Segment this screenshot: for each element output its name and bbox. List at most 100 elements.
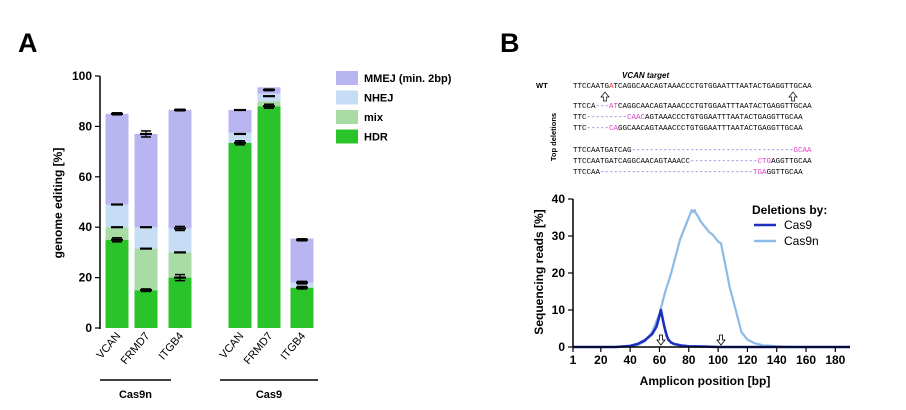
line-y-tick-label: 20 [552,266,566,280]
wt-label: WT [536,81,548,90]
bar-x-label: VCAN [217,330,246,361]
deletion-seq-post: GGTTGCAA [767,169,804,177]
deletion-dashes: --- [596,103,610,111]
group-label: Cas9n [119,389,152,401]
legend-label-hdr: HDR [364,132,388,144]
wt-sequence: TTCCAATGATCAGGCAACAGTAAACCCTGTGGAATTTAAT… [573,83,812,91]
panel-a-label: A [18,28,38,58]
deletion-seq-mut: AT [609,103,619,111]
legend-label-cas9: Cas9 [784,218,812,232]
bar-segment-hdr [290,287,314,328]
bar-segment-mmej [134,133,158,228]
line-y-axis-label: Sequencing reads [%] [532,209,546,334]
deletion-seq-pre: TTC [573,125,587,133]
legend-label-nhej: NHEJ [364,93,393,105]
deletion-seq-post: CAGGCAACAGTAAACCCTGTGGAATTTAATACTGAGGTTG… [618,103,812,111]
deletion-dashes: --------- [587,114,628,122]
line-x-tick-label: 160 [796,353,816,367]
line-x-tick-label: 1 [570,353,577,367]
bar-legend: MMEJ (min. 2bp) NHEJ mix HDR [336,71,452,144]
deletion-rows: TTCCA---ATCAGGCAACAGTAAACCCTGTGGAATTTAAT… [573,103,812,177]
deletion-seq-mut: CTG [758,158,772,166]
bar-y-axis-label: genome editing [%] [51,148,65,259]
deletion-seq-post: AGGTTGCAA [771,158,812,166]
line-x-tick-label: 140 [767,353,787,367]
sequence-title: VCAN target [622,71,669,80]
bar-y-tick-label: 40 [79,220,93,234]
bar-group-labels: Cas9n Cas9 [100,379,318,401]
deletion-dashes: ----- [587,125,610,133]
bar-segment-mix [134,248,158,291]
bar-plot-area [105,87,314,329]
cut-site-arrow-1 [600,91,610,102]
bar-segment-hdr [228,142,252,328]
bar-y-tick-label: 100 [72,69,92,83]
legend-swatch-mix [336,110,358,124]
bar-segment-nhej [168,228,192,253]
deletion-row: TTCCAATGATCAG---------------------------… [573,147,812,155]
series-line-cas9 [573,308,850,349]
deletion-seq-mut: TGA [753,169,767,177]
deletion-row: TTC---------CAACAGTAAACCCTGTGGAATTTAATAC… [573,114,803,122]
line-x-tick-label: 100 [708,353,728,367]
legend-label-mix: mix [364,112,384,124]
deletion-dashes: --------------- [690,158,758,166]
legend-swatch-mmej [336,71,358,85]
deletion-seq-post: AGTAAACCCTGTGGAATTTAATACTGAGGTTGCAA [645,114,803,122]
bar-x-label: ITGB4 [157,330,187,362]
deletion-seq-post: GGCAACAGTAAACCCTGTGGAATTTAATACTGAGGTTGCA… [618,125,803,133]
line-x-tick-label: 80 [682,353,696,367]
cut-position-arrow [656,334,666,346]
deletion-seq-mut: CAAC [627,114,646,122]
line-x-axis-label: Amplicon position [bp] [640,374,771,388]
deletion-dashes: ---------------------------------- [600,169,753,177]
cut-position-arrow [716,334,726,346]
sequence-alignment: VCAN target WT TTCCAATGATCAGGCAACAGTAAAC… [536,71,812,177]
legend-swatch-nhej [336,90,358,105]
deletion-seq-pre: TTCCA [573,103,596,111]
bar-x-label: ITGB4 [279,330,309,362]
panel-b-label: B [500,28,520,58]
cut-site-arrow-2 [788,91,798,102]
bar-x-label: FRMD7 [242,330,276,367]
bar-segment-nhej [257,93,281,102]
legend-swatch-hdr [336,129,358,144]
line-x-tick-label: 180 [825,353,845,367]
deletion-seq-pre: TTCCAATGATCAGGCAACAGTAAACC [573,158,691,166]
line-y-tick-label: 40 [552,192,566,206]
top-deletions-label: Top deletions [549,113,558,161]
cut-position-arrows [656,334,726,346]
wt-seq-pre: TTCCAATG [573,83,610,91]
line-y-tick-label: 10 [552,303,566,317]
bar-segment-hdr [257,106,281,329]
bar-segment-mix [168,252,192,278]
deletion-seq-mut: GCAA [794,147,813,155]
line-y-tick-label: 30 [552,229,566,243]
deletion-seq-pre: TTCCAATGATCAG [573,147,632,155]
bar-segment-mmej [168,110,192,229]
bar-segment-mmej [228,110,252,133]
line-x-tick-label: 60 [653,353,667,367]
wt-seq-post: TCAGGCAACAGTAAACCCTGTGGAATTTAATACTGAGGTT… [614,83,813,91]
line-x-tick-label: 20 [594,353,608,367]
deletion-dashes: ------------------------------------ [632,147,794,155]
bar-y-tick-label: 0 [85,321,92,335]
bar-segment-hdr [168,277,192,328]
wt-seq-mut: A [609,83,614,91]
bar-x-label: FRMD7 [119,330,153,367]
legend-label-cas9n: Cas9n [784,234,819,248]
deletion-seq-pre: TTC [573,114,587,122]
deletion-row: TTCCAA----------------------------------… [573,169,803,177]
deletion-row: TTCCAATGATCAGGCAACAGTAAACC--------------… [573,158,812,166]
bar-segment-mmej [290,238,314,283]
line-x-tick-label: 120 [737,353,757,367]
bar-segment-hdr [105,239,129,328]
bar-segment-nhej [134,227,158,249]
deletion-row: TTCCA---ATCAGGCAACAGTAAACCCTGTGGAATTTAAT… [573,103,812,111]
bar-segment-nhej [290,282,314,288]
line-x-tick-label: 40 [623,353,637,367]
